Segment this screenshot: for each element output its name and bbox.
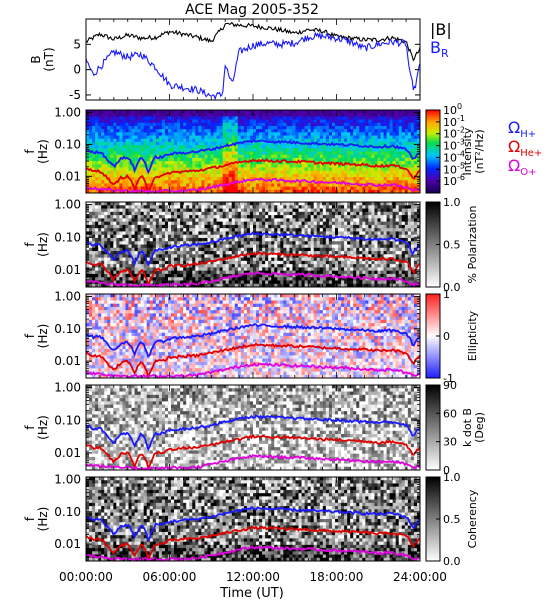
panel-6: 1.00 0.10 0.01 f(Hz) 1.0 0.5 0.0 Coherency bbox=[23, 471, 479, 568]
y-tick-label: 0 bbox=[73, 63, 81, 77]
legend-entry: |B| bbox=[430, 20, 452, 39]
colorbar-tick-label: 0 bbox=[443, 330, 450, 343]
colorbar-label: Ellipticity bbox=[466, 310, 479, 361]
colorbar-tick-label: 1.0 bbox=[443, 196, 461, 209]
gyro-line-he bbox=[85, 251, 421, 288]
colorbar-tick-label: -1 bbox=[443, 372, 454, 385]
colorbar-tick-label: 10-4 bbox=[443, 149, 465, 164]
y-tick-label: 1.00 bbox=[54, 106, 81, 120]
y-axis-label: f(Hz) bbox=[23, 324, 50, 349]
colorbar-tick-label: 60 bbox=[443, 407, 457, 420]
colorbar-label: Intensity(nT²/Hz) bbox=[461, 127, 486, 175]
y-tick-label: 0.10 bbox=[54, 137, 81, 151]
legend-entry: BR bbox=[430, 38, 449, 60]
y-tick-label: 0.01 bbox=[54, 446, 81, 460]
time-axis: 00:00:00 06:00:00 12:00:00 18:00:00 24:00:00 bbox=[59, 570, 447, 584]
colorbar: 1 0 -1 Ellipticity bbox=[425, 288, 479, 385]
y-tick-label: 0.01 bbox=[54, 263, 81, 277]
colorbar-tick-label: 0 bbox=[443, 464, 450, 477]
y-tick-label: 0.10 bbox=[54, 413, 81, 427]
y-tick-label: 1.00 bbox=[54, 381, 81, 395]
y-tick-label: 1.00 bbox=[54, 473, 81, 487]
chart-title: ACE Mag 2005-352 bbox=[185, 2, 319, 18]
colorbar-tick-label: 1 bbox=[443, 288, 450, 301]
series-line-b-r bbox=[85, 31, 421, 101]
colorbar: 1.0 0.5 0.0 Coherency bbox=[425, 471, 479, 568]
x-tick-label: 12:00:00 bbox=[226, 570, 280, 584]
panel-1: 5 0 -5 B(nT) |B|BR bbox=[29, 18, 452, 102]
x-tick-label: 24:00:00 bbox=[393, 570, 447, 584]
y-tick-label: -5 bbox=[69, 88, 81, 102]
y-tick-label: 1.00 bbox=[54, 198, 81, 212]
gyro-line-he bbox=[85, 158, 421, 195]
panel-5: 1.00 0.10 0.01 f(Hz) 90 60 30 0 k dot B(Deg) bbox=[23, 379, 486, 477]
panel-4: 1.00 0.10 0.01 f(Hz) 1 0 -1 Ellipticity bbox=[23, 288, 479, 385]
colorbar-tick-label: 10-6 bbox=[443, 173, 465, 188]
y-axis-label: f(Hz) bbox=[23, 507, 50, 532]
colorbar-label: Coherency bbox=[466, 489, 479, 548]
colorbar: 1.0 0.5 0.0 % Polarization bbox=[425, 196, 479, 294]
colorbar-tick-label: 0.5 bbox=[443, 513, 461, 526]
colorbar-tick-label: 0.0 bbox=[443, 281, 461, 294]
colorbar-tick-label: 0.0 bbox=[443, 555, 461, 568]
y-tick-label: 1.00 bbox=[54, 290, 81, 304]
colorbar-tick-label: 0.5 bbox=[443, 239, 461, 252]
gyro-line-h bbox=[85, 414, 421, 452]
colorbar: 10010-110-210-310-410-510-6Intensity(nT²… bbox=[425, 102, 486, 194]
x-axis-label: Time (UT) bbox=[219, 586, 284, 600]
colorbar: 90 60 30 0 k dot B(Deg) bbox=[425, 379, 486, 477]
y-tick-label: 0.01 bbox=[54, 169, 81, 183]
x-tick-label: 06:00:00 bbox=[143, 570, 197, 584]
colorbar-label: % Polarization bbox=[466, 206, 479, 284]
panels: 50-5B(nT)|B|BR1.000.100.01f(Hz)10010-110… bbox=[23, 18, 542, 568]
legend-entry: ΩHe+ bbox=[508, 137, 542, 159]
gyro-line-he bbox=[85, 342, 421, 380]
colorbar-tick-label: 30 bbox=[443, 436, 457, 449]
y-tick-label: 0.10 bbox=[54, 505, 81, 519]
y-tick-label: 0.01 bbox=[54, 537, 81, 551]
gyro-line-h bbox=[85, 323, 421, 358]
colorbar-tick-label: 1.0 bbox=[443, 471, 461, 484]
y-tick-label: 0.10 bbox=[54, 230, 81, 244]
gyro-line-h bbox=[85, 231, 421, 267]
x-tick-label: 00:00:00 bbox=[59, 570, 113, 584]
y-axis-label: f(Hz) bbox=[23, 139, 50, 164]
panel-3: 1.00 0.10 0.01 f(Hz) 1.0 0.5 0.0 % Polarization bbox=[23, 196, 479, 294]
y-tick-label: 0.10 bbox=[54, 322, 81, 336]
y-axis-label: f(Hz) bbox=[23, 415, 50, 440]
y-tick-label: 5 bbox=[73, 37, 81, 51]
gyro-line-he bbox=[85, 433, 421, 471]
colorbar-tick-label: 10-1 bbox=[443, 114, 465, 129]
y-axis-label: B(nT) bbox=[29, 47, 56, 71]
y-axis-label: f(Hz) bbox=[23, 232, 50, 257]
colorbar-tick-label: 90 bbox=[443, 379, 457, 392]
gyro-line-h bbox=[85, 138, 421, 175]
colorbar-tick-label: 10-5 bbox=[443, 161, 465, 176]
colorbar-tick-label: 10-3 bbox=[443, 138, 465, 153]
spectrogram-cells bbox=[86, 477, 421, 562]
spectrogram-cells bbox=[86, 385, 421, 471]
gyro-line-h bbox=[85, 506, 421, 543]
colorbar-tick-label: 10-2 bbox=[443, 126, 465, 141]
gyro-line-he bbox=[85, 525, 421, 562]
panel-2: 1.00 0.10 0.01 f(Hz) 10010-110-210-310-410-5… bbox=[23, 102, 542, 195]
legend-entry: ΩH+ bbox=[508, 118, 536, 140]
spectrogram-cells bbox=[86, 294, 421, 379]
colorbar-label: k dot B(Deg) bbox=[461, 408, 486, 447]
x-tick-label: 18:00:00 bbox=[310, 570, 364, 584]
y-tick-label: 0.01 bbox=[54, 354, 81, 368]
colorbar-tick-label: 100 bbox=[443, 102, 462, 117]
legend-entry: ΩO+ bbox=[508, 156, 536, 178]
